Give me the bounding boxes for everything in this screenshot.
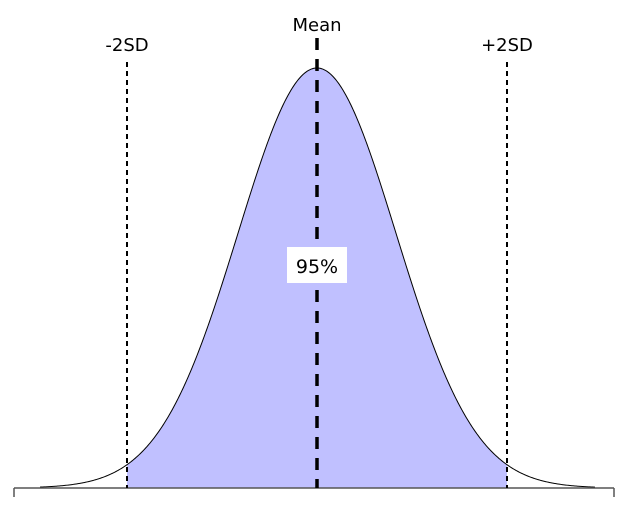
- percent-label-box: [287, 247, 347, 283]
- minus-2sd-label: -2SD: [105, 35, 148, 56]
- plus-2sd-label: +2SD: [481, 35, 533, 56]
- x-axis: [13, 487, 615, 497]
- percent-label: 95%: [296, 256, 338, 278]
- mean-label: Mean: [292, 15, 341, 36]
